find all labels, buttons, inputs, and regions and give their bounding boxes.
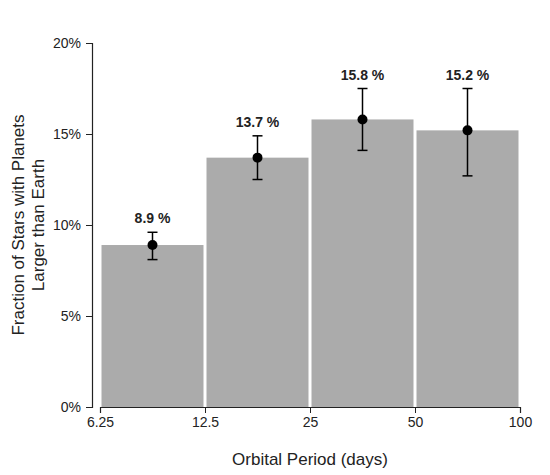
y-tick-mark	[86, 407, 92, 408]
y-tick-label: 5%	[61, 308, 81, 324]
point	[463, 125, 473, 135]
x-axis-line	[101, 408, 521, 414]
plot-area	[102, 89, 519, 408]
x-tick-mark	[415, 407, 416, 413]
error-bar-cap	[358, 88, 368, 90]
x-tick: 25	[303, 407, 319, 430]
x-tick: 12.5	[192, 407, 219, 430]
x-tick: 6.25	[87, 407, 114, 430]
y-tick-mark	[86, 316, 92, 317]
data-label: 8.9 %	[135, 210, 171, 226]
x-axis-title: Orbital Period (days)	[232, 450, 388, 469]
x-tick-mark	[310, 407, 311, 413]
y-axis: 0% 5% 10% 15% 20%	[53, 35, 93, 415]
bar	[102, 245, 204, 407]
error-bar-cap	[358, 150, 368, 152]
data-label: 13.7 %	[236, 114, 280, 130]
chart: 8.9 % 13.7 % 15.8 % 15.2 % 6.25 12.5 25 50 100 0%…	[0, 0, 550, 475]
error-bar-cap	[148, 232, 158, 234]
x-tick-label: 50	[408, 414, 424, 430]
x-tick-label: 12.5	[192, 414, 219, 430]
y-tick-label: 15%	[53, 126, 81, 142]
error-bar-cap	[463, 175, 473, 177]
data-label: 15.8 %	[341, 67, 385, 83]
y-tick-label: 0%	[61, 399, 81, 415]
error-bar	[148, 232, 158, 259]
error-bar	[358, 89, 368, 151]
x-tick-label: 100	[509, 414, 533, 430]
x-tick-mark	[205, 407, 206, 413]
error-bar	[253, 136, 263, 180]
error-bar-cap	[253, 135, 263, 137]
x-axis: 6.25 12.5 25 50 100	[87, 407, 533, 430]
x-tick-label: 6.25	[87, 414, 114, 430]
error-bar-cap	[463, 88, 473, 90]
y-tick: 20%	[53, 35, 92, 51]
point	[253, 153, 263, 163]
point	[358, 114, 368, 124]
bar	[312, 119, 414, 407]
error-bar-cap	[253, 179, 263, 181]
x-tick-mark	[520, 407, 521, 413]
x-tick-label: 25	[303, 414, 319, 430]
y-tick: 10%	[53, 217, 92, 233]
y-tick: 5%	[61, 308, 92, 324]
y-tick: 0%	[61, 399, 92, 415]
point	[148, 240, 158, 250]
y-tick-mark	[86, 225, 92, 226]
x-tick-mark	[100, 407, 101, 413]
y-tick-label: 10%	[53, 217, 81, 233]
y-axis-title: Fraction of Stars with Planets	[9, 114, 28, 335]
y-tick-mark	[86, 43, 92, 44]
bar	[207, 158, 309, 407]
x-tick: 50	[408, 407, 424, 430]
data-label: 15.2 %	[446, 67, 490, 83]
y-axis-title: Larger than Earth	[29, 159, 48, 291]
x-tick: 100	[509, 407, 533, 430]
y-tick: 15%	[53, 126, 92, 142]
y-axis-line	[86, 44, 93, 408]
error-bar-cap	[148, 259, 158, 261]
error-bar	[463, 89, 473, 176]
y-tick-mark	[86, 134, 92, 135]
y-tick-label: 20%	[53, 35, 81, 51]
